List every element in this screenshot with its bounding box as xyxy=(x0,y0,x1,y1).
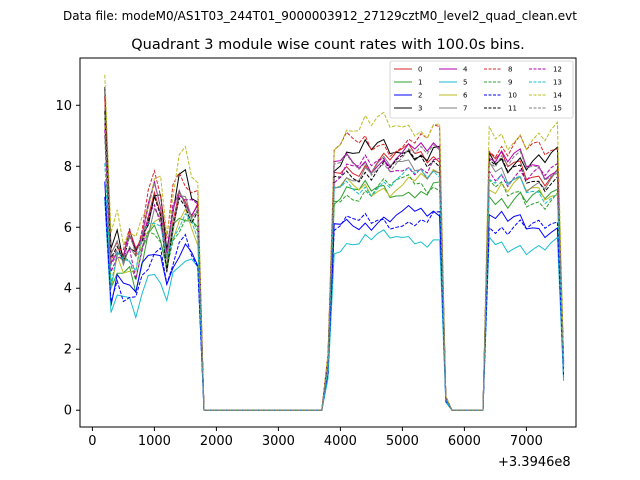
series-line-13 xyxy=(104,163,565,411)
legend-label-9: 9 xyxy=(508,79,512,87)
legend-label-0: 0 xyxy=(418,66,422,74)
x-tick-label: 2000 xyxy=(200,434,233,449)
x-axis: 0 1000 2000 3000 4000 5000 6000 7000 xyxy=(88,427,543,449)
legend-label-11: 11 xyxy=(508,105,517,113)
x-tick-label: 5000 xyxy=(386,434,419,449)
legend-label-13: 13 xyxy=(553,79,562,87)
x-axis-offset-label: +3.3946e8 xyxy=(498,455,571,470)
legend-label-8: 8 xyxy=(508,66,512,74)
legend-label-7: 7 xyxy=(463,105,467,113)
legend-label-3: 3 xyxy=(418,105,422,113)
x-tick-label: 6000 xyxy=(448,434,481,449)
legend-label-6: 6 xyxy=(463,92,468,100)
legend-label-1: 1 xyxy=(418,79,422,87)
legend-label-4: 4 xyxy=(463,66,468,74)
y-tick-label: 0 xyxy=(64,404,72,419)
legend-label-10: 10 xyxy=(508,92,517,100)
plot-area-frame xyxy=(79,57,577,428)
legend-label-2: 2 xyxy=(418,92,422,100)
series-line-14 xyxy=(104,74,565,411)
series-line-10 xyxy=(104,196,565,411)
chart-suptitle: Data file: modeM0/AS1T03_244T01_90000039… xyxy=(63,9,577,23)
legend-label-14: 14 xyxy=(553,92,562,100)
y-tick-label: 2 xyxy=(64,343,72,358)
x-tick-label: 0 xyxy=(88,434,96,449)
y-tick-label: 4 xyxy=(64,282,72,297)
legend-frame xyxy=(389,60,574,119)
legend-label-12: 12 xyxy=(553,66,562,74)
series-line-15 xyxy=(104,114,565,411)
legend-label-5: 5 xyxy=(463,79,467,87)
x-tick-label: 7000 xyxy=(510,434,543,449)
chart-title: Quadrant 3 module wise count rates with … xyxy=(131,37,525,53)
series-layer xyxy=(104,74,565,411)
y-tick-label: 6 xyxy=(64,221,72,236)
x-tick-label: 4000 xyxy=(324,434,357,449)
legend-label-15: 15 xyxy=(553,105,562,113)
x-tick-label: 1000 xyxy=(138,434,171,449)
y-axis: 0 2 4 6 8 10 xyxy=(55,99,80,419)
x-tick-label: 3000 xyxy=(262,434,295,449)
y-tick-label: 10 xyxy=(55,99,72,114)
y-tick-label: 8 xyxy=(64,160,72,175)
